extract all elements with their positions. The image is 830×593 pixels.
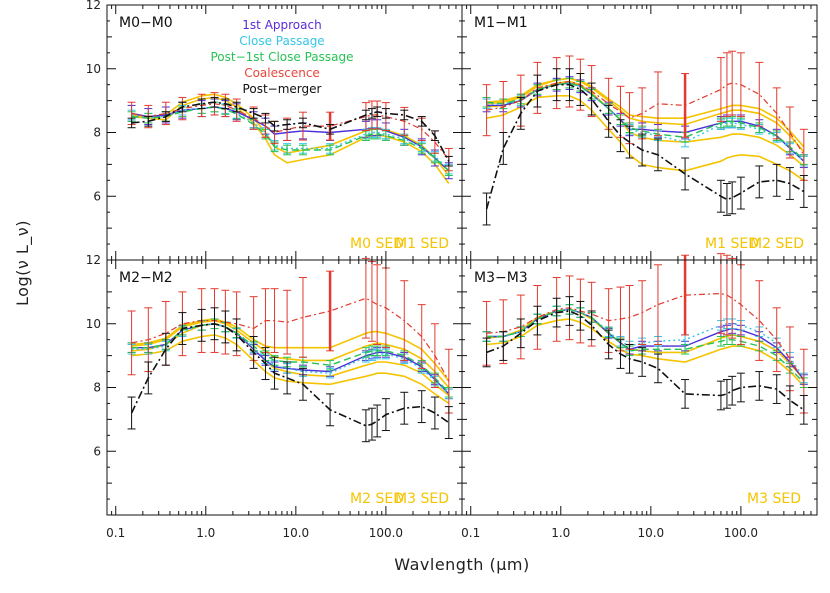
x-tick-label: 100.0 (369, 526, 403, 540)
series-line (131, 101, 450, 162)
series-line (131, 106, 450, 172)
x-tick-label: 0.1 (106, 526, 125, 540)
y-tick-label: 6 (93, 189, 101, 203)
series-post (482, 296, 808, 425)
y-tick-label: 10 (86, 317, 101, 331)
y-tick-label: 6 (93, 444, 101, 458)
legend-entry: 1st Approach (242, 18, 321, 32)
x-axis-title: Wavlength (μm) (394, 555, 529, 574)
x-tick-label: 10.0 (637, 526, 664, 540)
sed-label: M1 SED (705, 236, 759, 252)
y-tick-label: 10 (86, 62, 101, 76)
panel-title: M2−M2 (119, 270, 173, 286)
legend: 1st Approach Close Passage Post−1st Close … (211, 18, 354, 96)
legend-entry: Close Passage (239, 34, 324, 48)
sed-label: M3 SED (395, 491, 449, 507)
series-line (131, 323, 450, 395)
legend-entry: Post−merger (243, 82, 322, 96)
sed-label: M3 SED (747, 491, 801, 507)
series-line (486, 82, 805, 162)
sed-curve (131, 334, 450, 405)
panel-frame (461, 259, 818, 516)
series-post (127, 96, 453, 167)
series-coal (482, 50, 808, 181)
sed-curve (131, 318, 450, 382)
series-line (130, 322, 450, 427)
y-tick-label: 8 (93, 381, 101, 395)
sed-curve (131, 96, 450, 184)
y-tick-label: 12 (86, 0, 101, 12)
series-line (486, 308, 805, 384)
x-tick-label: 1.0 (551, 526, 570, 540)
legend-entry: Coalescence (244, 66, 320, 80)
sed-label: M0 SED (350, 236, 404, 252)
series-line (485, 83, 805, 210)
sed-label: M2 SED (750, 236, 804, 252)
series-line (131, 106, 450, 172)
series-post (482, 68, 808, 226)
sed-curve (131, 319, 450, 389)
panel-title: M0−M0 (119, 15, 173, 31)
legend-entry: Post−1st Close Passage (211, 50, 354, 64)
sed-curve (131, 93, 450, 176)
x-tick-label: 100.0 (724, 526, 758, 540)
x-tick-label: 0.1 (461, 526, 480, 540)
panel-title: M1−M1 (474, 15, 528, 31)
series-line (131, 297, 450, 382)
series-line (486, 80, 805, 156)
panel-frame (461, 4, 818, 261)
y-axis-title: Log(ν L_ν) (13, 220, 33, 306)
sed-curve (486, 77, 805, 153)
sed-label: M1 SED (395, 236, 449, 252)
panel-frame (106, 259, 463, 516)
sed-curve (486, 95, 805, 181)
x-tick-label: 10.0 (282, 526, 309, 540)
series-line (131, 103, 450, 160)
panel-title: M3−M3 (474, 270, 528, 286)
sed-curve (486, 80, 805, 167)
series-line (486, 292, 805, 382)
y-tick-label: 12 (86, 253, 101, 267)
series-line (486, 82, 805, 161)
sed-curve (486, 318, 805, 387)
y-tick-label: 8 (93, 126, 101, 140)
sed-label: M2 SED (350, 491, 404, 507)
panel-4: M3−M3 M3 SED (461, 253, 818, 516)
x-tick-label: 1.0 (196, 526, 215, 540)
sed-curve (486, 77, 805, 148)
sed-curve (131, 322, 450, 397)
series-post (127, 307, 453, 443)
series-line (486, 310, 805, 411)
